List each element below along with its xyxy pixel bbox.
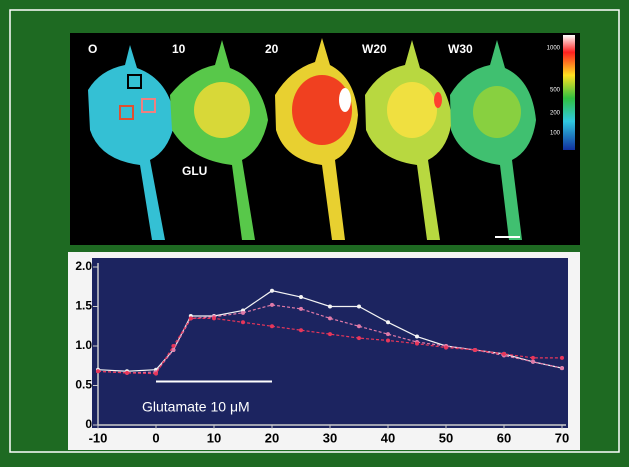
x-tick-label: 30: [323, 430, 337, 445]
data-point: [560, 355, 564, 360]
data-point: [386, 320, 390, 325]
data-point: [560, 366, 564, 371]
colorbar-label: 1000: [547, 46, 561, 52]
data-point: [299, 328, 303, 333]
roi-box: [119, 105, 134, 120]
data-point: [299, 295, 303, 300]
data-point: [531, 355, 535, 360]
data-point: [357, 304, 361, 309]
frame: [9, 9, 620, 453]
y-tick-label: 0.5: [75, 378, 92, 392]
y-tick-label: 1.5: [75, 299, 92, 313]
data-point: [386, 338, 390, 343]
data-point: [241, 310, 245, 315]
cell-3: [365, 40, 452, 240]
x-tick-label: -10: [89, 430, 108, 445]
roi-box: [127, 74, 142, 89]
frame-label: W20: [362, 42, 387, 56]
frame-label: 20: [265, 42, 279, 56]
data-point: [212, 316, 216, 321]
stimulus-label: Glutamate 10 μM: [142, 398, 250, 414]
data-point: [531, 359, 535, 364]
chart: 00.51.01.52.0-10 0 10 20 30 40 50 60 70Glutamate…: [75, 259, 569, 445]
data-point: [270, 324, 274, 329]
y-tick-label: 1.0: [75, 338, 92, 352]
cell-4: [450, 40, 536, 240]
colorbar: [563, 35, 575, 150]
colorbar-label: 200: [550, 111, 561, 117]
frame-label: W30: [448, 42, 473, 56]
cell-0: [88, 45, 175, 240]
data-point: [473, 347, 477, 352]
data-point: [171, 344, 176, 348]
frame-label: 10: [172, 42, 186, 56]
x-tick-label: 40: [381, 430, 395, 445]
data-point: [386, 332, 390, 337]
micrograph: O 10 20 W20 W30 GLU 1000 500 200 100: [70, 33, 580, 245]
colorbar-label: 500: [550, 88, 561, 94]
data-point: [357, 324, 361, 329]
data-point: [125, 370, 129, 375]
cell-1: [170, 40, 268, 240]
data-point: [299, 306, 303, 311]
data-point: [154, 371, 158, 376]
data-point: [171, 347, 176, 352]
data-point: [241, 320, 245, 325]
data-point: [357, 336, 361, 341]
data-point: [270, 288, 274, 293]
x-tick-label: 70: [555, 430, 569, 445]
cell-2: [275, 38, 358, 240]
x-tick-label: 0: [152, 430, 159, 445]
frame-label: O: [88, 42, 97, 56]
x-tick-label: 50: [439, 430, 453, 445]
data-point: [96, 369, 100, 374]
data-point: [415, 341, 419, 346]
data-point: [328, 304, 332, 309]
x-tick-label: 20: [265, 430, 279, 445]
data-point: [328, 316, 332, 321]
data-point: [444, 345, 448, 350]
y-tick-label: 2.0: [75, 259, 92, 273]
x-tick-label: 10: [207, 430, 221, 445]
series-line: [97, 304, 563, 374]
plot-area: [92, 258, 568, 428]
series-line: [97, 317, 562, 375]
y-tick-label: 0: [85, 417, 92, 431]
data-point: [502, 351, 506, 356]
data-point: [188, 316, 193, 321]
data-point: [328, 332, 332, 337]
colorbar-label: 100: [550, 131, 561, 137]
data-point: [415, 334, 419, 339]
stimulus-label: GLU: [182, 164, 207, 178]
x-tick-label: 60: [497, 430, 511, 445]
roi-box: [141, 98, 156, 113]
data-point: [270, 302, 274, 307]
